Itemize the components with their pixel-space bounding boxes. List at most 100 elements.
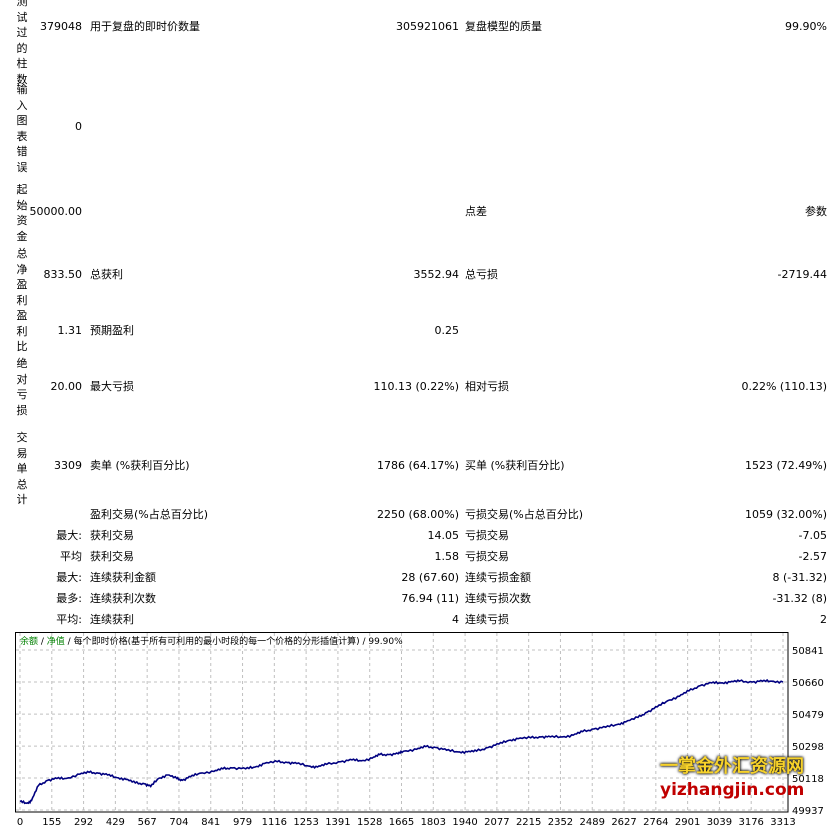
x-tick-label: 2764 bbox=[643, 817, 668, 828]
x-tick-label: 1665 bbox=[389, 817, 414, 828]
x-tick-label: 0 bbox=[17, 817, 23, 828]
x-tick-label: 979 bbox=[233, 817, 252, 828]
watermark-cn: 一掌金外汇资源网 bbox=[660, 756, 804, 777]
y-tick-label: 50479 bbox=[792, 710, 824, 721]
row-value-3: 1059 (32.00%) bbox=[744, 508, 827, 521]
row-label-3: 相对亏损 bbox=[465, 380, 509, 393]
row-value-2: 305921061 bbox=[396, 20, 459, 33]
row-label-2: 连续获利次数 bbox=[90, 592, 156, 605]
x-tick-label: 567 bbox=[138, 817, 157, 828]
row-primary-value: 最多: bbox=[56, 592, 82, 605]
vertical-label-bars: 测试过的柱数 bbox=[16, 0, 28, 86]
row-label-3: 连续亏损次数 bbox=[465, 592, 531, 605]
backtest-report: 测试过的柱数 输入图表错误 起始资金 总净盈利 盈利比 绝对亏损 交易单总计 379048 用于… bbox=[16, 0, 827, 626]
vertical-label-trades: 交易单总计 bbox=[16, 431, 28, 506]
row-value-2: 76.94 (11) bbox=[401, 592, 459, 605]
x-tick-label: 1391 bbox=[325, 817, 350, 828]
row-primary-value: 平均 bbox=[60, 550, 82, 563]
row-label-2: 卖单 (%获利百分比) bbox=[90, 459, 190, 472]
x-tick-label: 2627 bbox=[611, 817, 636, 828]
legend-equity: 净值 bbox=[47, 635, 65, 647]
row-label-2: 最大亏损 bbox=[90, 380, 134, 393]
row-label-3: 亏损交易(%占总百分比) bbox=[465, 508, 584, 521]
row-value-3: -2719.44 bbox=[777, 268, 827, 281]
vertical-label-errors: 输入图表错误 bbox=[16, 83, 28, 174]
x-tick-label: 2077 bbox=[484, 817, 509, 828]
row-primary-value: 0 bbox=[75, 120, 82, 133]
chart-legend: 余额 / 净值 / 每个即时价格(基于所有可利用的最小时段的每一个价格的分形插值… bbox=[20, 635, 403, 647]
row-primary-value: 833.50 bbox=[43, 268, 83, 281]
x-tick-label: 429 bbox=[106, 817, 125, 828]
row-label-2: 获利交易 bbox=[90, 529, 134, 542]
row-label-2: 连续获利 bbox=[90, 613, 134, 626]
row-value-3: 2 bbox=[820, 613, 827, 626]
x-tick-label: 3039 bbox=[707, 817, 732, 828]
x-tick-label: 2489 bbox=[580, 817, 605, 828]
row-label-3: 复盘模型的质量 bbox=[465, 20, 542, 33]
row-primary-value: 平均: bbox=[56, 613, 82, 626]
row-label-3: 买单 (%获利百分比) bbox=[465, 459, 565, 472]
y-tick-label: 50841 bbox=[792, 646, 824, 657]
row-value-2: 2250 (68.00%) bbox=[376, 508, 459, 521]
row-label-3: 总亏损 bbox=[465, 268, 498, 281]
row-value-2: 4 bbox=[452, 613, 459, 626]
row-value-3: 0.22% (110.13) bbox=[741, 380, 827, 393]
row-label-2: 用于复盘的即时价数量 bbox=[90, 20, 200, 33]
equity-chart: 0 155 292 429 567 704 841 979 1116 1253 1391 1528 16… bbox=[15, 632, 827, 832]
x-tick-label: 155 bbox=[42, 817, 61, 828]
legend-sep: / bbox=[65, 637, 74, 647]
x-tick-label: 1253 bbox=[293, 817, 318, 828]
row-primary-value: 最大: bbox=[56, 571, 82, 584]
y-tick-label: 50298 bbox=[792, 742, 824, 753]
row-primary-value: 最大: bbox=[56, 529, 82, 542]
x-tick-label: 1940 bbox=[452, 817, 477, 828]
watermark-url: yizhangjin.com bbox=[660, 780, 805, 800]
x-tick-label: 1803 bbox=[421, 817, 446, 828]
row-primary-value: 50000.00 bbox=[29, 205, 83, 218]
x-tick-label: 2352 bbox=[548, 817, 573, 828]
row-label-3: 亏损交易 bbox=[465, 550, 509, 563]
legend-description: 每个即时价格(基于所有可利用的最小时段的每一个价格的分形插值计算) bbox=[74, 635, 360, 647]
legend-sep: / bbox=[38, 637, 47, 647]
row-label-2: 获利交易 bbox=[90, 550, 134, 563]
legend-quality: 99.90% bbox=[368, 637, 403, 647]
row-label-2: 预期盈利 bbox=[90, 324, 134, 337]
row-value-3: -31.32 (8) bbox=[772, 592, 827, 605]
x-tick-label: 2215 bbox=[516, 817, 541, 828]
x-tick-label: 1116 bbox=[262, 817, 287, 828]
row-value-2: 1.58 bbox=[434, 550, 460, 563]
row-value-3: 参数 bbox=[805, 205, 827, 218]
row-value-3: 1523 (72.49%) bbox=[744, 459, 827, 472]
x-tick-label: 704 bbox=[169, 817, 188, 828]
row-label-2: 盈利交易(%占总百分比) bbox=[90, 508, 209, 521]
row-value-2: 14.05 bbox=[427, 529, 460, 542]
row-label-3: 亏损交易 bbox=[465, 529, 509, 542]
legend-sep: / bbox=[360, 637, 369, 647]
row-value-2: 3552.94 bbox=[413, 268, 460, 281]
x-tick-label: 2901 bbox=[675, 817, 700, 828]
row-value-2: 0.25 bbox=[434, 324, 460, 337]
row-value-2: 110.13 (0.22%) bbox=[373, 380, 459, 393]
row-value-3: 99.90% bbox=[785, 20, 827, 33]
x-tick-label: 1528 bbox=[357, 817, 382, 828]
row-label-3: 连续亏损金额 bbox=[465, 571, 531, 584]
x-tick-label: 841 bbox=[201, 817, 220, 828]
row-primary-value: 379048 bbox=[40, 20, 82, 33]
y-tick-label: 50660 bbox=[792, 678, 824, 689]
vertical-label-dd: 绝对亏损 bbox=[16, 357, 28, 417]
y-tick-label: 50118 bbox=[792, 774, 824, 785]
row-label-2: 总获利 bbox=[90, 268, 123, 281]
x-tick-label: 3176 bbox=[738, 817, 763, 828]
watermark: 一掌金外汇资源网 yizhangjin.com bbox=[660, 752, 804, 800]
balance-line bbox=[19, 678, 784, 805]
chart-canvas: 0 155 292 429 567 704 841 979 1116 1253 1391 1528 16… bbox=[15, 632, 824, 828]
row-primary-value: 1.31 bbox=[57, 324, 83, 337]
row-label-3: 点差 bbox=[465, 205, 487, 218]
row-value-2: 1786 (64.17%) bbox=[376, 459, 459, 472]
row-value-2: 28 (67.60) bbox=[401, 571, 459, 584]
vertical-label-netprofit: 总净盈利 bbox=[16, 247, 28, 307]
vertical-label-pf: 盈利比 bbox=[16, 309, 28, 353]
y-tick-label: 49937 bbox=[792, 806, 824, 817]
row-primary-value: 20.00 bbox=[50, 380, 83, 393]
row-label-2: 连续获利金额 bbox=[90, 571, 156, 584]
